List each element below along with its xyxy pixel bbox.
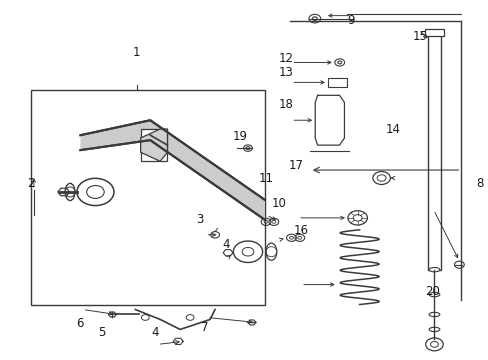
Bar	[31, 90, 264, 305]
Text: 6: 6	[76, 317, 83, 330]
Text: 15: 15	[412, 30, 427, 43]
Ellipse shape	[428, 292, 439, 297]
Polygon shape	[81, 120, 264, 220]
Text: 18: 18	[278, 98, 293, 111]
Text: 19: 19	[232, 130, 247, 144]
Text: 2: 2	[27, 177, 35, 190]
Text: 5: 5	[98, 326, 105, 339]
Text: 3: 3	[195, 213, 203, 226]
Text: 12: 12	[278, 51, 293, 64]
Bar	[141, 129, 167, 161]
Text: 14: 14	[385, 123, 400, 136]
Text: 11: 11	[259, 172, 274, 185]
Text: 20: 20	[424, 285, 439, 298]
Bar	[427, 31, 440, 270]
Text: 17: 17	[288, 159, 303, 172]
Ellipse shape	[428, 327, 439, 332]
Text: 10: 10	[271, 197, 285, 210]
Polygon shape	[141, 129, 167, 161]
Text: 1: 1	[132, 46, 140, 59]
Text: 9: 9	[346, 14, 354, 27]
Text: 4: 4	[222, 238, 229, 251]
Text: 16: 16	[293, 224, 307, 237]
Text: 13: 13	[278, 66, 293, 79]
Text: 4: 4	[152, 326, 159, 339]
Ellipse shape	[428, 267, 439, 272]
Bar	[425, 29, 443, 36]
Ellipse shape	[428, 312, 439, 317]
Text: 8: 8	[475, 177, 483, 190]
Text: 7: 7	[200, 320, 208, 333]
Bar	[327, 78, 347, 87]
